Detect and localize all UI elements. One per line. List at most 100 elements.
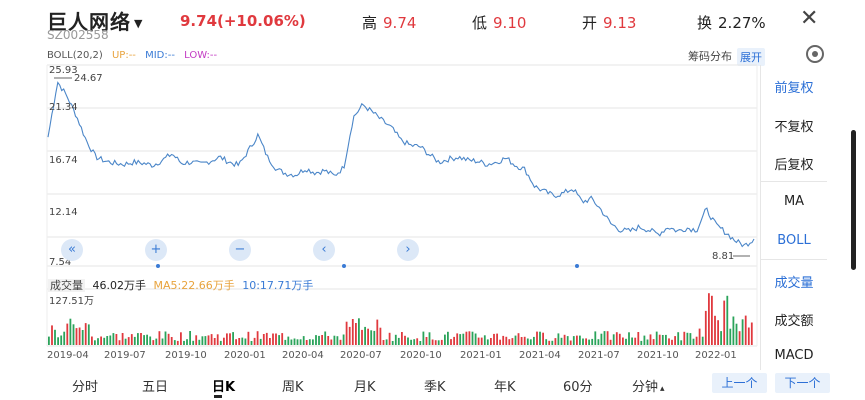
- volume-bar: [397, 337, 400, 345]
- no-adjust-option[interactable]: 不复权: [774, 120, 814, 135]
- volume-bar: [345, 321, 348, 345]
- volume-bar: [278, 335, 280, 345]
- x-tick: 2020-07: [340, 350, 382, 361]
- volume-bar: [505, 336, 508, 345]
- zoom-out-button[interactable]: −: [229, 239, 251, 261]
- volume-bar: [474, 333, 477, 345]
- volume-bar: [281, 333, 284, 345]
- scrollbar[interactable]: [851, 130, 856, 270]
- volume-bar: [453, 336, 455, 345]
- close-icon[interactable]: ✕: [800, 6, 819, 31]
- volume-bar: [609, 339, 612, 345]
- volume-bar: [189, 331, 191, 345]
- volume-bar: [692, 338, 695, 345]
- volume-bar: [170, 337, 173, 345]
- volume-bar: [539, 331, 541, 345]
- volume-bar: [207, 335, 210, 345]
- volume-bar: [612, 334, 615, 345]
- volume-bar: [229, 333, 231, 345]
- x-tick: 2019-10: [165, 350, 207, 361]
- tab-five-day[interactable]: 五日: [142, 380, 169, 395]
- volume-bar: [60, 335, 63, 345]
- y-tick: 21.34: [49, 102, 78, 113]
- volume-bar: [140, 333, 142, 345]
- tab-yearly-k[interactable]: 年K: [494, 380, 516, 395]
- volume-bar: [444, 334, 446, 345]
- volume-bar: [312, 339, 314, 345]
- volume-bar: [603, 331, 606, 345]
- volume-bar: [247, 331, 250, 345]
- vertical-grid: [46, 65, 758, 346]
- volume-bar: [308, 339, 311, 345]
- volume-bar: [296, 339, 299, 345]
- volume-option[interactable]: 成交量: [774, 276, 814, 291]
- volume-bar: [379, 327, 382, 345]
- volume-bar: [81, 330, 84, 345]
- tab-intraday[interactable]: 分时: [72, 380, 99, 395]
- tab-minute[interactable]: 分钟 ▴: [632, 376, 665, 395]
- forward-adjust-option[interactable]: 前复权: [774, 81, 814, 96]
- tab-monthly-k[interactable]: 月K: [354, 380, 376, 395]
- rewind-button[interactable]: «: [61, 239, 83, 261]
- volume-bar: [720, 331, 722, 345]
- divider: [761, 181, 827, 182]
- max-annotation: 24.67: [74, 73, 103, 84]
- volume-bar: [741, 319, 744, 345]
- x-tick: 2021-07: [578, 350, 620, 361]
- volume-bar: [508, 339, 511, 345]
- caret-down-icon[interactable]: ▼: [134, 17, 144, 30]
- volume-bar: [75, 328, 78, 345]
- volume-bar: [342, 334, 345, 345]
- tab-daily-k[interactable]: 日K: [212, 380, 236, 395]
- volume-bar: [115, 334, 118, 345]
- volume-bar: [711, 295, 713, 345]
- turnover-value: 2.27%: [718, 14, 766, 32]
- boll-option[interactable]: BOLL: [777, 233, 811, 248]
- tab-60min[interactable]: 60分: [563, 380, 593, 395]
- volume-bar: [69, 318, 72, 345]
- prev-button[interactable]: 上一个: [712, 373, 767, 393]
- volume-bar: [149, 336, 152, 345]
- volume-bar: [103, 337, 106, 345]
- scroll-right-button[interactable]: ›: [397, 239, 419, 261]
- volume-info: 成交量 46.02万手 MA5:22.66万手 10:17.71万手: [48, 277, 317, 293]
- active-tab-indicator: [214, 395, 222, 398]
- stock-code: SZ002558: [47, 28, 109, 42]
- volume-bar: [84, 323, 87, 345]
- boll-low: LOW:--: [184, 50, 218, 61]
- ma-option[interactable]: MA: [783, 194, 805, 209]
- volume-bar: [698, 328, 701, 345]
- next-button[interactable]: 下一个: [775, 373, 830, 393]
- volume-bar: [176, 340, 179, 345]
- volume-bar: [649, 334, 652, 345]
- volume-bar: [72, 324, 75, 345]
- volume-bar: [330, 339, 333, 345]
- x-tick: 2020-01: [224, 350, 266, 361]
- x-tick: 2020-10: [400, 350, 442, 361]
- volume-bar: [66, 323, 69, 345]
- gear-icon[interactable]: [806, 45, 824, 63]
- volume-bar: [548, 340, 551, 345]
- tab-weekly-k[interactable]: 周K: [282, 380, 304, 395]
- turnover-amount-option[interactable]: 成交额: [774, 314, 814, 329]
- expand-button[interactable]: 展开: [737, 48, 765, 66]
- volume-bar: [355, 323, 357, 345]
- volume-bar: [118, 340, 121, 345]
- macd-option[interactable]: MACD: [774, 348, 814, 363]
- volume-bar: [502, 335, 505, 345]
- volume-bar: [284, 339, 287, 345]
- volume-bar: [655, 331, 658, 345]
- tab-quarterly-k[interactable]: 季K: [424, 380, 446, 395]
- stock-name[interactable]: 巨人网络 ▼: [47, 6, 143, 35]
- volume-ma10: 10:17.71万手: [242, 279, 314, 292]
- scroll-left-button[interactable]: ‹: [313, 239, 335, 261]
- zoom-in-button[interactable]: +: [145, 239, 167, 261]
- volume-bar: [213, 338, 216, 345]
- backward-adjust-option[interactable]: 后复权: [774, 158, 814, 173]
- volume-bar: [726, 295, 729, 345]
- volume-bar: [695, 336, 698, 345]
- volume-bar: [529, 339, 532, 345]
- chip-distribution-link[interactable]: 筹码分布: [688, 50, 732, 63]
- marker-dot: [156, 264, 160, 268]
